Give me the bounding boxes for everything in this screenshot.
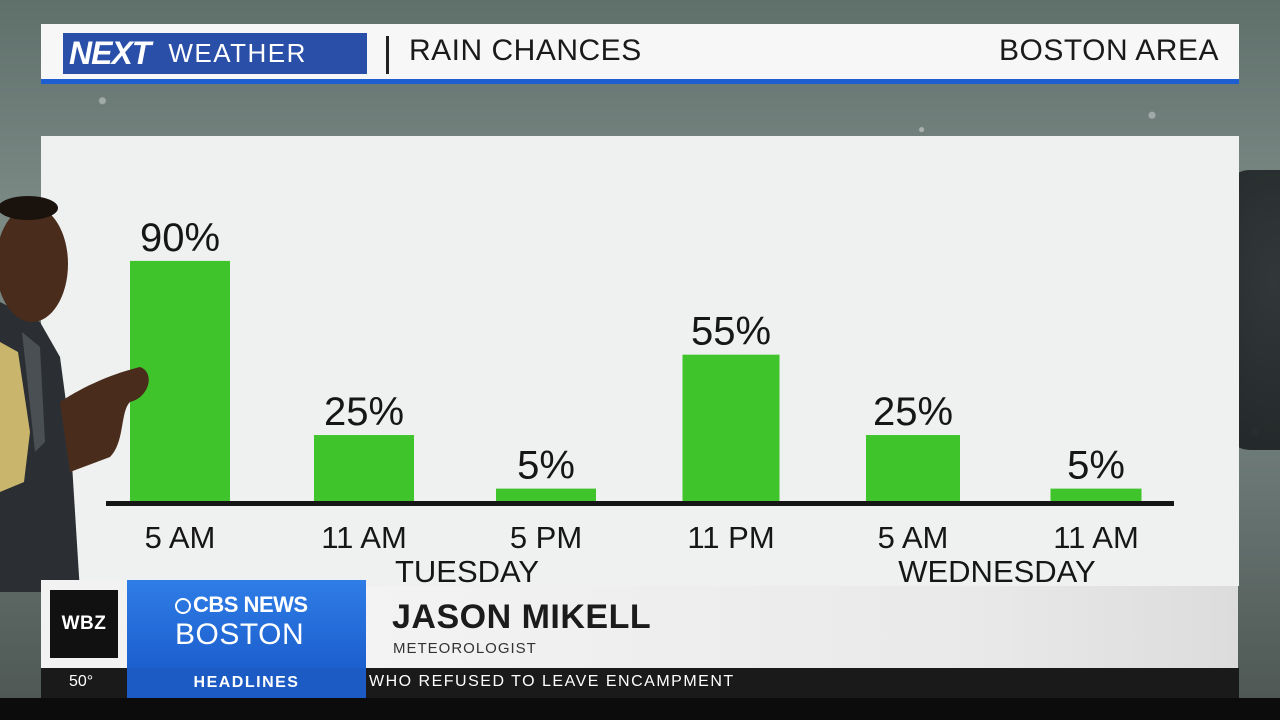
page-title: RAIN CHANCES	[409, 34, 642, 67]
ticker-crawl-text: WHO REFUSED TO LEAVE ENCAMPMENT	[369, 673, 735, 690]
category-label-4: 11 PM	[687, 520, 774, 555]
category-label-5: 5 AM	[878, 520, 949, 555]
value-label-2: 25%	[324, 390, 404, 434]
category-label-2: 11 AM	[321, 520, 407, 555]
wbz-logo: WBZ	[50, 590, 118, 658]
category-label-6: 11 AM	[1053, 520, 1139, 555]
value-label-4: 55%	[691, 310, 771, 354]
category-label-1: 5 AM	[145, 520, 216, 555]
logo-weather: WEATHER	[168, 38, 307, 68]
value-label-3: 5%	[517, 444, 575, 488]
meteorologist-presenter	[0, 196, 149, 592]
bar-6	[1050, 488, 1142, 502]
chart-panel: 90% 5 AM 25% 11 AM 5% 5 PM 55% 11 PM 25% 5 AM 5% 11…	[41, 136, 1239, 586]
graphic-header: NEXT WEATHER RAIN CHANCES BOSTON AREA	[41, 24, 1239, 84]
bar-3	[496, 488, 596, 502]
lower-third-nameplate	[366, 586, 1238, 668]
presenter-name: JASON MIKELL	[392, 598, 652, 636]
location-label: BOSTON AREA	[998, 34, 1219, 67]
cbs-news-boston-logo: CBS NEWS BOSTON	[127, 580, 366, 668]
category-label-3: 5 PM	[510, 520, 582, 555]
logo-next: NEXT	[69, 35, 151, 71]
bottom-strip	[0, 698, 1280, 720]
station-badge: WBZ	[41, 580, 127, 668]
network-line2: BOSTON	[175, 618, 305, 651]
temperature-readout: 50°	[69, 673, 94, 690]
ticker-section-label: HEADLINES	[127, 668, 366, 698]
value-label-5: 25%	[873, 390, 953, 434]
presenter-role: METEOROLOGIST	[393, 640, 537, 657]
bar-2	[314, 435, 414, 502]
news-ticker: 50° HEADLINES WHO REFUSED TO LEAVE ENCAM…	[41, 668, 1239, 698]
day-label-tuesday: TUESDAY	[395, 554, 539, 586]
rain-chance-chart: 90% 5 AM 25% 11 AM 5% 5 PM 55% 11 PM 25% 5 AM 5% 11…	[106, 216, 1174, 586]
value-label-1: 90%	[140, 216, 220, 260]
header-divider	[386, 36, 389, 74]
bar-5	[866, 435, 960, 502]
cbs-eye-icon	[175, 598, 191, 614]
day-label-wednesday: WEDNESDAY	[898, 554, 1096, 586]
network-line1: CBS NEWS	[175, 592, 308, 618]
x-axis-baseline	[106, 501, 1174, 506]
bar-4	[682, 354, 780, 502]
value-label-6: 5%	[1067, 444, 1125, 488]
next-weather-logo: NEXT WEATHER	[63, 33, 367, 74]
